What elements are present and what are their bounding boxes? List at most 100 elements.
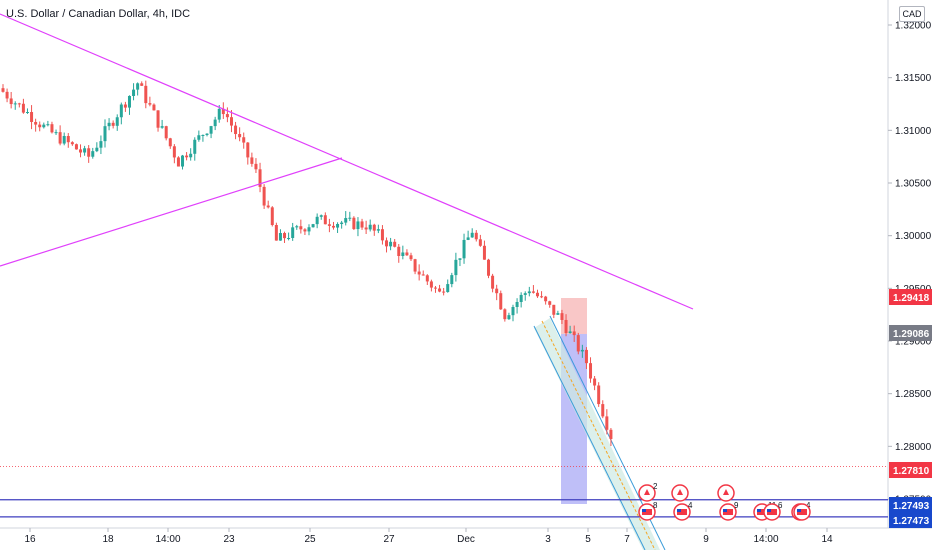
candle-down[interactable] bbox=[442, 291, 446, 293]
candle-down[interactable] bbox=[421, 274, 425, 276]
candle-down[interactable] bbox=[258, 169, 262, 187]
candle-up[interactable] bbox=[319, 215, 323, 217]
candle-up[interactable] bbox=[217, 108, 221, 120]
candle-up[interactable] bbox=[340, 222, 344, 225]
candle-down[interactable] bbox=[30, 112, 34, 122]
candle-down[interactable] bbox=[609, 429, 613, 439]
candle-up[interactable] bbox=[307, 227, 311, 232]
candle-down[interactable] bbox=[9, 98, 13, 105]
candle-up[interactable] bbox=[580, 349, 584, 352]
candle-down[interactable] bbox=[234, 125, 238, 135]
candle-down[interactable] bbox=[303, 229, 307, 232]
candle-down[interactable] bbox=[584, 349, 588, 364]
candle-down[interactable] bbox=[58, 132, 62, 144]
candle-down[interactable] bbox=[385, 240, 389, 247]
candle-down[interactable] bbox=[593, 378, 597, 386]
candle-down[interactable] bbox=[605, 416, 609, 430]
candle-up[interactable] bbox=[136, 83, 140, 90]
candle-up[interactable] bbox=[119, 104, 123, 118]
candle-down[interactable] bbox=[176, 157, 180, 167]
event-badge-us[interactable]: 4 bbox=[673, 501, 693, 521]
candle-down[interactable] bbox=[225, 114, 229, 118]
candle-down[interactable] bbox=[397, 246, 401, 256]
candle-down[interactable] bbox=[425, 275, 429, 282]
candle-down[interactable] bbox=[111, 122, 115, 126]
candle-down[interactable] bbox=[576, 335, 580, 352]
candle-down[interactable] bbox=[74, 144, 78, 150]
candle-down[interactable] bbox=[270, 207, 274, 226]
descending-trendline[interactable] bbox=[0, 13, 694, 310]
candle-up[interactable] bbox=[507, 315, 511, 320]
candle-down[interactable] bbox=[552, 304, 556, 315]
candle-up[interactable] bbox=[42, 124, 46, 128]
candle-up[interactable] bbox=[25, 112, 29, 114]
candle-down[interactable] bbox=[380, 229, 384, 241]
candle-up[interactable] bbox=[205, 133, 209, 135]
candle-down[interactable] bbox=[364, 227, 368, 230]
candle-down[interactable] bbox=[123, 104, 127, 108]
candle-down[interactable] bbox=[250, 157, 254, 164]
candle-down[interactable] bbox=[495, 288, 499, 294]
candle-up[interactable] bbox=[454, 259, 458, 276]
candle-up[interactable] bbox=[160, 126, 164, 128]
candle-up[interactable] bbox=[389, 241, 393, 247]
candle-down[interactable] bbox=[531, 291, 535, 293]
candle-down[interactable] bbox=[140, 83, 144, 86]
candle-up[interactable] bbox=[46, 124, 50, 126]
candle-up[interactable] bbox=[348, 217, 352, 219]
candle-down[interactable] bbox=[148, 103, 152, 105]
candle-up[interactable] bbox=[115, 117, 119, 126]
candle-down[interactable] bbox=[229, 117, 233, 126]
candle-up[interactable] bbox=[356, 221, 360, 230]
candle-up[interactable] bbox=[556, 313, 560, 315]
candle-up[interactable] bbox=[315, 216, 319, 225]
candle-down[interactable] bbox=[262, 186, 266, 206]
candle-down[interactable] bbox=[560, 313, 564, 320]
candle-up[interactable] bbox=[523, 293, 527, 295]
candle-up[interactable] bbox=[13, 103, 17, 105]
candle-down[interactable] bbox=[17, 103, 21, 105]
candle-up[interactable] bbox=[336, 224, 340, 228]
candle-down[interactable] bbox=[144, 85, 148, 104]
candle-down[interactable] bbox=[152, 104, 156, 111]
candle-up[interactable] bbox=[462, 239, 466, 259]
candle-up[interactable] bbox=[209, 126, 213, 134]
candle-down[interactable] bbox=[438, 288, 442, 292]
candle-down[interactable] bbox=[544, 296, 548, 302]
candle-down[interactable] bbox=[352, 217, 356, 230]
candle-up[interactable] bbox=[311, 224, 315, 228]
candle-down[interactable] bbox=[156, 110, 160, 128]
candle-down[interactable] bbox=[254, 163, 258, 170]
event-badge-ca[interactable]: 2 bbox=[638, 482, 658, 502]
candle-up[interactable] bbox=[181, 155, 185, 167]
ascending-trendline[interactable] bbox=[0, 157, 343, 267]
candle-down[interactable] bbox=[283, 233, 287, 239]
event-badge-us[interactable]: 6 bbox=[763, 501, 783, 521]
candle-down[interactable] bbox=[34, 121, 38, 125]
candle-down[interactable] bbox=[87, 148, 91, 157]
event-badge-us[interactable] bbox=[793, 503, 811, 521]
candle-down[interactable] bbox=[323, 215, 327, 225]
candle-up[interactable] bbox=[446, 284, 450, 293]
candle-up[interactable] bbox=[291, 227, 295, 238]
candle-down[interactable] bbox=[540, 296, 544, 298]
candle-down[interactable] bbox=[331, 225, 335, 228]
candle-down[interactable] bbox=[1, 88, 5, 92]
event-badge-us[interactable]: 8 bbox=[638, 501, 658, 521]
candle-up[interactable] bbox=[278, 233, 282, 241]
candle-down[interactable] bbox=[274, 225, 278, 241]
candle-down[interactable] bbox=[360, 221, 364, 228]
candle-down[interactable] bbox=[597, 385, 601, 405]
candle-down[interactable] bbox=[601, 404, 605, 417]
candle-down[interactable] bbox=[70, 142, 74, 145]
candle-down[interactable] bbox=[21, 103, 25, 113]
candle-up[interactable] bbox=[401, 252, 405, 256]
candle-up[interactable] bbox=[107, 122, 111, 127]
candle-down[interactable] bbox=[221, 108, 225, 115]
candle-down[interactable] bbox=[372, 224, 376, 231]
candle-up[interactable] bbox=[189, 153, 193, 158]
candle-down[interactable] bbox=[503, 309, 507, 320]
candle-up[interactable] bbox=[201, 134, 205, 136]
